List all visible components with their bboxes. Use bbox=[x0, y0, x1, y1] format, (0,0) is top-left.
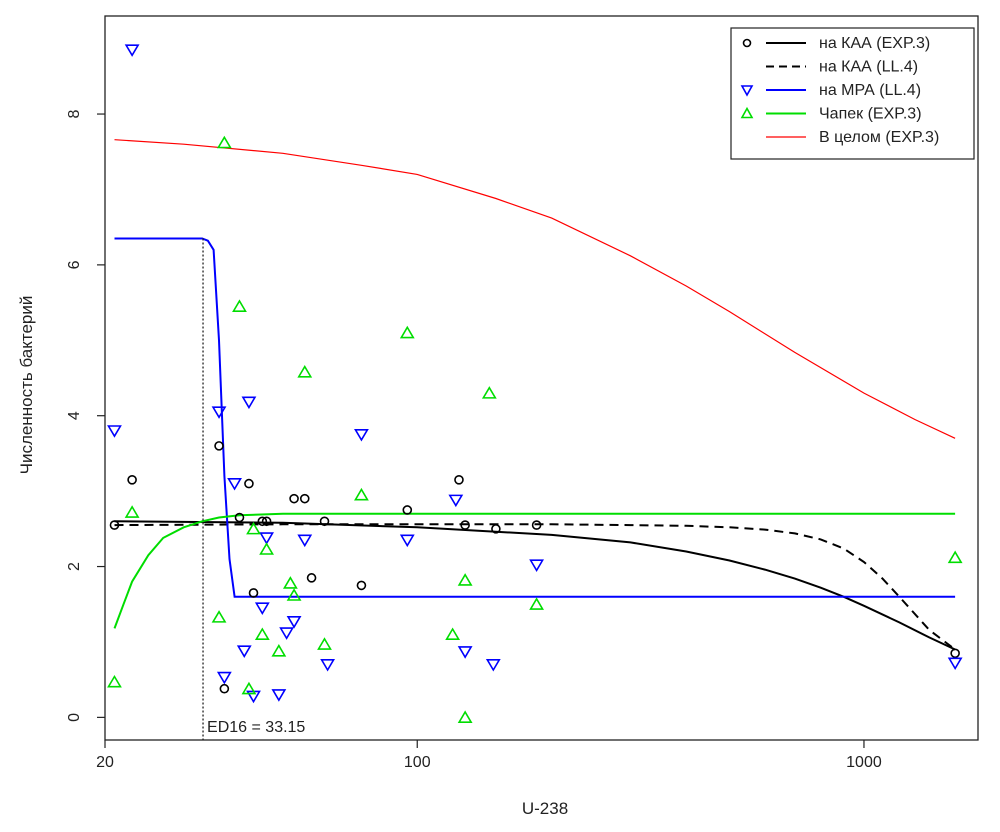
point-chapek bbox=[445, 627, 461, 641]
point-kaa bbox=[261, 516, 272, 527]
axes: 20 100 1000 0 2 4 6 8 bbox=[66, 15, 979, 771]
point-chapek bbox=[354, 487, 369, 501]
y-tick-label: 4 bbox=[66, 411, 83, 420]
y-tick-label: 6 bbox=[66, 260, 83, 269]
point-mpa bbox=[254, 602, 270, 615]
point-chapek bbox=[282, 576, 298, 589]
point-kaa bbox=[289, 493, 299, 504]
point-mpa bbox=[124, 44, 140, 57]
curve-4 bbox=[113, 512, 956, 629]
point-chapek bbox=[241, 681, 257, 695]
point-mpa bbox=[457, 646, 473, 659]
point-mpa bbox=[241, 396, 257, 410]
legend: на КАА (EXP.3) на КАА (LL.4) на МРА (LL.4)… bbox=[730, 27, 975, 160]
point-kaa bbox=[531, 520, 542, 530]
point-chapek bbox=[107, 674, 122, 688]
point-chapek bbox=[211, 610, 227, 623]
point-mpa bbox=[947, 657, 963, 671]
legend-marker bbox=[740, 106, 754, 119]
point-kaa bbox=[127, 475, 137, 485]
point-chapek bbox=[259, 542, 274, 555]
x-tick-label: 1000 bbox=[846, 754, 882, 771]
point-mpa bbox=[279, 627, 295, 640]
points bbox=[107, 44, 963, 723]
point-mpa bbox=[354, 428, 369, 442]
y-tick-label: 0 bbox=[66, 713, 83, 722]
point-kaa bbox=[244, 478, 254, 489]
point-mpa bbox=[529, 559, 544, 573]
point-kaa bbox=[319, 516, 330, 527]
point-chapek bbox=[124, 505, 140, 518]
point-kaa bbox=[306, 573, 317, 583]
point-mpa bbox=[286, 615, 302, 629]
point-mpa bbox=[320, 658, 336, 672]
curve-0 bbox=[114, 139, 956, 439]
point-chapek bbox=[947, 550, 963, 564]
point-chapek bbox=[232, 299, 247, 312]
point-kaa bbox=[299, 493, 310, 504]
point-kaa bbox=[109, 520, 120, 530]
ed16-label: ED16 = 33.15 bbox=[207, 719, 305, 736]
point-kaa bbox=[454, 475, 464, 485]
point-kaa bbox=[950, 648, 960, 659]
point-kaa bbox=[214, 441, 224, 451]
point-mpa bbox=[259, 532, 274, 545]
point-chapek bbox=[246, 521, 261, 535]
point-kaa bbox=[402, 505, 413, 515]
point-mpa bbox=[297, 534, 313, 548]
x-tick-label: 20 bbox=[96, 754, 114, 771]
point-mpa bbox=[236, 645, 252, 658]
point-chapek bbox=[481, 386, 497, 399]
point-kaa bbox=[460, 520, 470, 530]
legend-marker bbox=[742, 38, 752, 48]
y-axis-label: Численность бактерий bbox=[17, 296, 36, 475]
curve-3 bbox=[114, 237, 956, 598]
y-tick-label: 8 bbox=[66, 109, 83, 118]
point-kaa bbox=[234, 512, 245, 523]
legend-label: В целом (EXP.3) bbox=[819, 129, 939, 146]
point-kaa bbox=[219, 683, 230, 694]
point-chapek bbox=[286, 588, 302, 601]
curves bbox=[113, 139, 956, 651]
point-mpa bbox=[271, 689, 287, 702]
point-chapek bbox=[457, 573, 473, 586]
point-mpa bbox=[211, 406, 227, 419]
curve-1 bbox=[114, 520, 956, 651]
point-mpa bbox=[216, 671, 232, 685]
point-chapek bbox=[216, 135, 232, 149]
x-tick-label: 100 bbox=[404, 754, 431, 771]
point-chapek bbox=[457, 710, 473, 723]
y-tick-label: 2 bbox=[66, 562, 83, 571]
legend-label: на КАА (LL.4) bbox=[819, 59, 918, 76]
point-mpa bbox=[399, 534, 415, 548]
legend-label: на КАА (EXP.3) bbox=[819, 35, 930, 52]
legend-marker bbox=[740, 85, 754, 97]
point-kaa bbox=[248, 588, 259, 598]
point-kaa bbox=[257, 516, 268, 527]
point-mpa bbox=[227, 477, 242, 491]
point-mpa bbox=[107, 425, 122, 438]
annotation: ED16 = 33.15 bbox=[202, 238, 305, 740]
point-chapek bbox=[271, 644, 287, 657]
plot-frame bbox=[104, 15, 979, 741]
point-mpa bbox=[448, 494, 464, 508]
legend-label: на МРА (LL.4) bbox=[819, 82, 921, 99]
point-kaa bbox=[491, 524, 501, 534]
point-chapek bbox=[254, 627, 270, 641]
point-chapek bbox=[529, 597, 544, 610]
x-axis-label: U-238 bbox=[522, 799, 568, 818]
point-chapek bbox=[317, 637, 332, 650]
point-mpa bbox=[485, 658, 501, 672]
curve-2 bbox=[114, 523, 956, 651]
point-chapek bbox=[297, 364, 313, 378]
point-chapek bbox=[399, 325, 415, 339]
point-kaa bbox=[356, 580, 367, 591]
legend-label: Чапек (EXP.3) bbox=[819, 106, 922, 123]
